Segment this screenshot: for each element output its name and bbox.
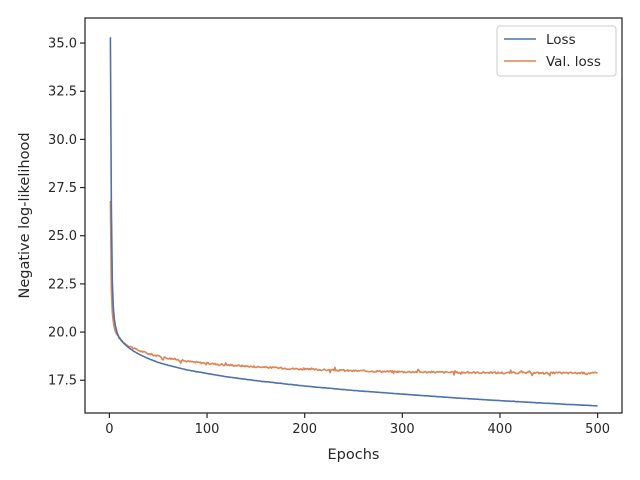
plot-area (85, 18, 622, 413)
series-val-loss-line (109, 201, 598, 377)
y-tick-label: 30.0 (48, 133, 77, 148)
x-tick-label: 300 (390, 422, 415, 437)
series-loss-line (109, 37, 598, 407)
plot-frame (84, 17, 623, 414)
ticks-layer: 0 100 200 300 400 500 17.5 20.0 22.5 25.0 27.5 30.0… (48, 37, 610, 437)
x-tick-label: 100 (195, 422, 220, 437)
x-axis-label: Epochs (328, 447, 380, 463)
x-tick-label: 0 (105, 422, 113, 437)
y-tick-label: 35.0 (48, 37, 77, 52)
y-axis-label: Negative log-likelihood (17, 132, 33, 298)
x-tick-label: 400 (488, 422, 513, 437)
series-layer (109, 37, 598, 407)
y-tick-label: 22.5 (48, 277, 77, 292)
legend: Loss Val. loss (496, 25, 617, 77)
y-tick-label: 17.5 (48, 374, 77, 389)
y-tick-label: 27.5 (48, 181, 77, 196)
y-tick-label: 25.0 (48, 229, 77, 244)
legend-label-loss: Loss (546, 32, 576, 48)
y-tick-label: 20.0 (48, 326, 77, 341)
legend-label-val-loss: Val. loss (546, 54, 601, 70)
y-tick-label: 32.5 (48, 85, 77, 100)
x-tick-label: 200 (292, 422, 317, 437)
x-tick-label: 500 (585, 422, 610, 437)
